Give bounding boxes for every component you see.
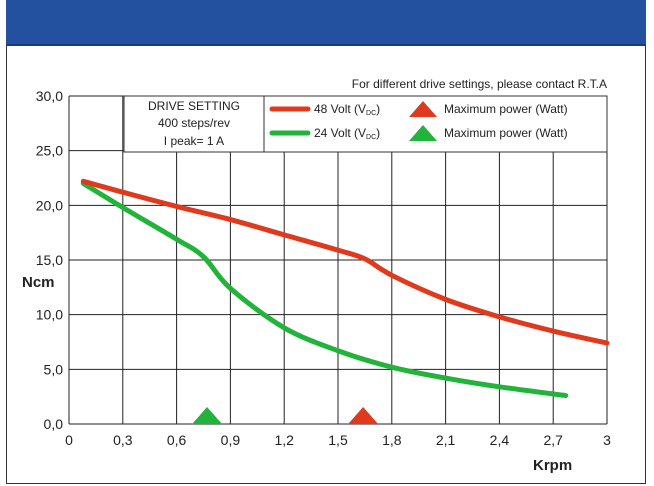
x-tick-label: 1,8 bbox=[382, 432, 402, 448]
legend-48v-triangle-icon bbox=[409, 101, 437, 117]
x-tick-label: 2,7 bbox=[543, 432, 563, 448]
x-tick-label: 2,4 bbox=[490, 432, 510, 448]
chart-frame bbox=[6, 0, 646, 484]
y-tick-label: 5,0 bbox=[44, 361, 64, 377]
series-line-24-volt bbox=[80, 180, 569, 399]
legend-24v-marker-label: Maximum power (Watt) bbox=[444, 126, 568, 140]
x-tick-label: 1,5 bbox=[328, 432, 348, 448]
contact-note: For different drive settings, please con… bbox=[352, 77, 607, 91]
y-tick-label: 25,0 bbox=[36, 143, 63, 159]
tick-labels: 0 0,3 0,6 0,9 1,2 1,5 1,8 2,1 2,4 2,7 30,05,010,01… bbox=[36, 88, 611, 448]
max-power-marker-24-volt bbox=[192, 407, 223, 424]
drive-setting-current: I peak= 1 A bbox=[164, 134, 224, 148]
y-axis-title: Ncm bbox=[22, 274, 55, 291]
x-tick-label: 1,2 bbox=[274, 432, 294, 448]
header-bar bbox=[6, 0, 646, 46]
drive-setting-box: DRIVE SETTING 400 steps/rev I peak= 1 A bbox=[123, 95, 265, 153]
y-tick-label: 15,0 bbox=[36, 252, 63, 268]
max-power-marker-48-volt bbox=[348, 407, 379, 424]
drive-setting-steps: 400 steps/rev bbox=[158, 116, 230, 130]
max-power-markers bbox=[192, 407, 379, 424]
x-axis-title: Krpm bbox=[533, 457, 572, 474]
x-tick-label: 0 bbox=[65, 432, 73, 448]
drive-setting-title: DRIVE SETTING bbox=[148, 99, 240, 113]
x-tick-label: 0,6 bbox=[167, 432, 187, 448]
series-layer bbox=[80, 178, 610, 399]
x-tick-label: 3 bbox=[603, 432, 611, 448]
legend-24v-triangle-icon bbox=[409, 125, 437, 141]
legend: 48 Volt (VDC) Maximum power (Watt) 24 Vo… bbox=[263, 95, 608, 153]
x-tick-label: 0,3 bbox=[113, 432, 133, 448]
y-tick-label: 30,0 bbox=[36, 88, 63, 104]
legend-48v-marker-label: Maximum power (Watt) bbox=[444, 102, 568, 116]
y-tick-label: 10,0 bbox=[36, 307, 63, 323]
legend-24v-label: 24 Volt (VDC) bbox=[314, 126, 380, 141]
y-tick-label: 20,0 bbox=[36, 197, 63, 213]
series-line-48-volt bbox=[80, 178, 610, 346]
legend-48v-label: 48 Volt (VDC) bbox=[314, 102, 380, 117]
y-tick-label: 0,0 bbox=[44, 416, 64, 432]
x-tick-label: 0,9 bbox=[221, 432, 241, 448]
x-tick-label: 2,1 bbox=[436, 432, 456, 448]
